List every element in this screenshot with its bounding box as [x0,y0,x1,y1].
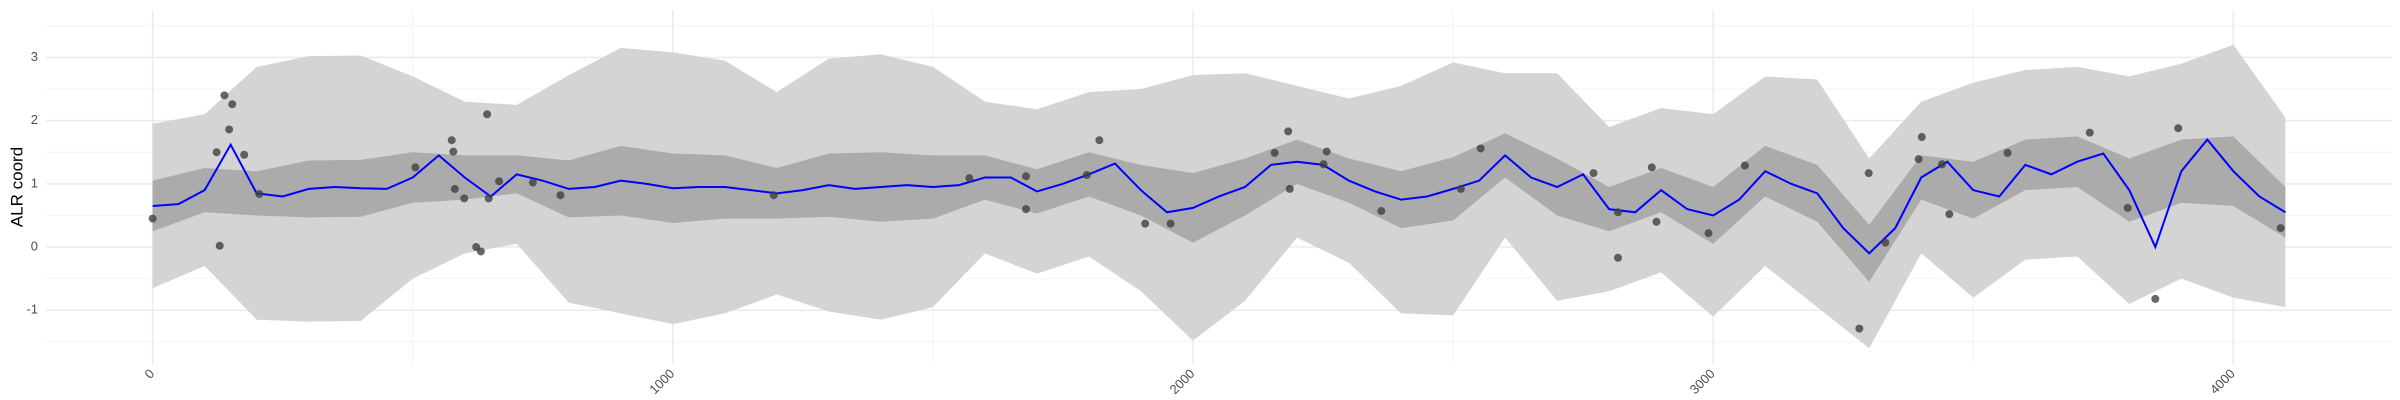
data-point [212,148,221,157]
data-point [1476,144,1485,153]
data-point [225,125,234,134]
x-tick-label: 4000 [2207,366,2238,397]
data-point [1613,208,1622,217]
y-tick-label: 1 [31,175,38,190]
data-point [1082,170,1091,179]
data-point [460,194,469,203]
y-tick-label: 2 [31,112,38,127]
y-tick-label: 3 [31,49,38,64]
data-point [220,91,229,100]
data-point [1704,229,1713,238]
data-point [2174,124,2183,133]
data-point [1022,205,1031,214]
mean-line [152,138,2286,255]
data-point [255,189,264,198]
data-point [476,247,485,256]
x-tick-label: 0 [141,366,157,382]
data-point [148,214,157,223]
data-point [2276,224,2285,233]
y-axis-label: ALR coord [7,147,26,227]
data-point [1740,161,1749,170]
data-point [1141,219,1150,228]
data-point [1864,169,1873,178]
data-point [495,177,504,186]
data-point [1914,155,1923,164]
data-point [1855,324,1864,333]
data-point [2085,128,2094,137]
data-point [769,191,778,200]
data-point [1945,210,1954,219]
data-point [965,174,974,183]
x-tick-label: 3000 [1687,366,1718,397]
data-point [1284,127,1293,136]
data-point [1322,147,1331,156]
data-point [1285,184,1294,193]
data-point [1270,148,1279,157]
data-point [1022,172,1031,181]
data-point [1377,207,1386,216]
data-point [1319,160,1328,169]
data-point [483,110,492,119]
data-point [2003,148,2012,157]
x-tick-label: 2000 [1166,366,1197,397]
data-point [2123,203,2132,212]
data-point [447,136,456,145]
data-point [1652,217,1661,226]
data-point [1095,136,1104,145]
data-point [1938,160,1947,169]
data-point [1589,169,1598,178]
y-tick-label: -1 [26,302,38,317]
data-point [449,147,458,156]
data-point [228,100,237,109]
data-point [1456,184,1465,193]
data-point [240,150,249,159]
data-point [556,191,565,200]
data-point [1917,133,1926,142]
data-point [450,184,459,193]
data-point [1647,163,1656,172]
data-point [528,178,537,187]
data-point [1613,253,1622,262]
x-tick-label: 1000 [646,366,677,397]
data-point [1166,219,1175,228]
data-point [411,163,420,172]
data-point [1881,238,1890,247]
data-point [484,194,493,203]
data-point [2151,294,2160,303]
confidence-band [152,133,2286,282]
data-point [215,241,224,250]
y-tick-label: 0 [31,238,38,253]
